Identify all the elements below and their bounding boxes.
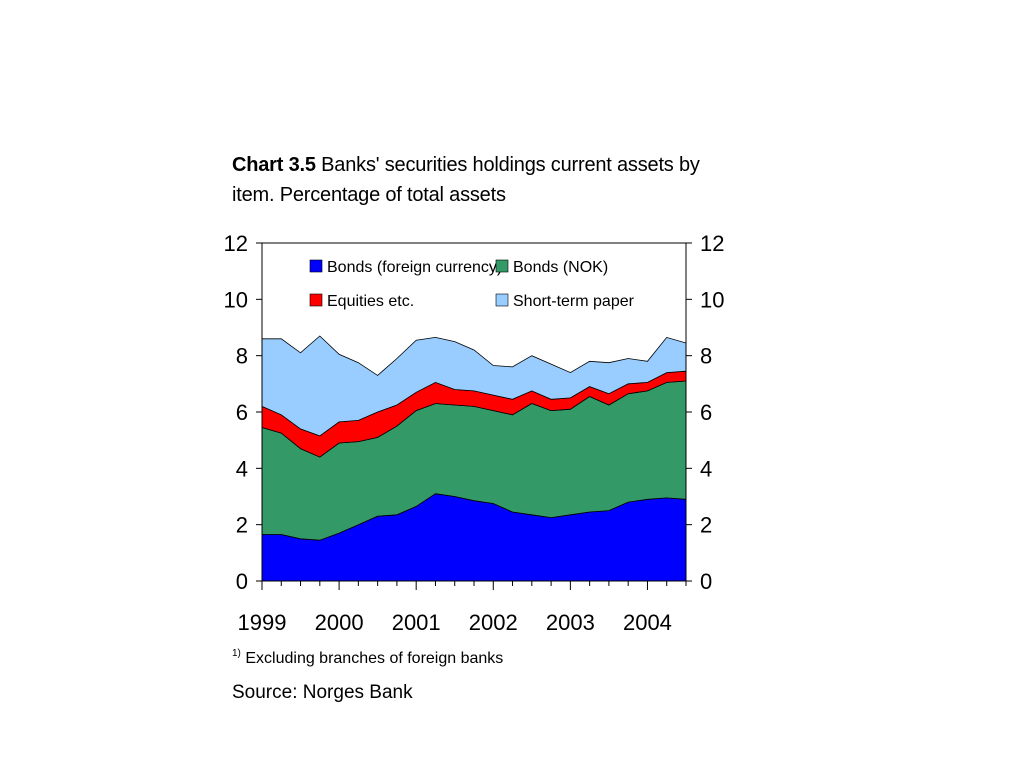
y-tick-label-right: 6 xyxy=(700,400,712,425)
footnote-text: Excluding branches of foreign banks xyxy=(245,650,504,667)
y-tick-label-left: 8 xyxy=(236,344,248,369)
x-tick-label: 1999 xyxy=(238,610,287,635)
y-tick-label-left: 10 xyxy=(224,287,248,312)
area-series-group xyxy=(261,335,687,582)
legend-swatch-bonds-foreign-currency xyxy=(309,259,323,273)
axes-group: 0 0 2 2 4 4 6 6 8 8 10 10 12 12 1999 2000 2001 2002 2003 20… xyxy=(224,231,725,635)
y-tick-label-right: 10 xyxy=(700,287,724,312)
footnote-marker: 1) xyxy=(232,648,241,659)
y-tick-label-left: 6 xyxy=(236,400,248,425)
x-tick-label: 2001 xyxy=(392,610,441,635)
y-tick-label-right: 8 xyxy=(700,344,712,369)
chart-title: Chart 3.5 Banks' securities holdings cur… xyxy=(232,150,732,210)
legend-swatch-short-term-paper xyxy=(495,293,509,307)
legend: Bonds (foreign currency) Bonds (NOK) Equit… xyxy=(309,259,635,310)
legend-label-bonds-foreign-currency: Bonds (foreign currency) xyxy=(327,259,502,276)
legend-label-equities-etc: Equities etc. xyxy=(327,293,414,310)
y-tick-label-left: 2 xyxy=(236,513,248,538)
x-tick-label: 2003 xyxy=(546,610,595,635)
legend-swatch-bonds-nok xyxy=(495,259,509,273)
x-tick-label: 2004 xyxy=(623,610,672,635)
y-tick-label-left: 0 xyxy=(236,569,248,594)
y-tick-label-right: 0 xyxy=(700,569,712,594)
legend-label-short-term-paper: Short-term paper xyxy=(513,293,635,310)
legend-label-bonds-nok: Bonds (NOK) xyxy=(513,259,608,276)
y-tick-label-right: 4 xyxy=(700,456,712,481)
chart-title-text: Banks' securities holdings current asset… xyxy=(232,154,700,206)
footnote: 1) Excluding branches of foreign banks xyxy=(232,648,504,668)
y-tick-label-left: 12 xyxy=(224,231,248,256)
legend-swatch-equities-etc xyxy=(309,293,323,307)
y-tick-label-right: 2 xyxy=(700,513,712,538)
y-tick-label-right: 12 xyxy=(700,231,724,256)
x-tick-label: 2002 xyxy=(469,610,518,635)
source-note: Source: Norges Bank xyxy=(232,682,413,703)
chart-number: Chart 3.5 xyxy=(232,154,316,176)
x-tick-label: 2000 xyxy=(315,610,364,635)
y-tick-label-left: 4 xyxy=(236,456,248,481)
